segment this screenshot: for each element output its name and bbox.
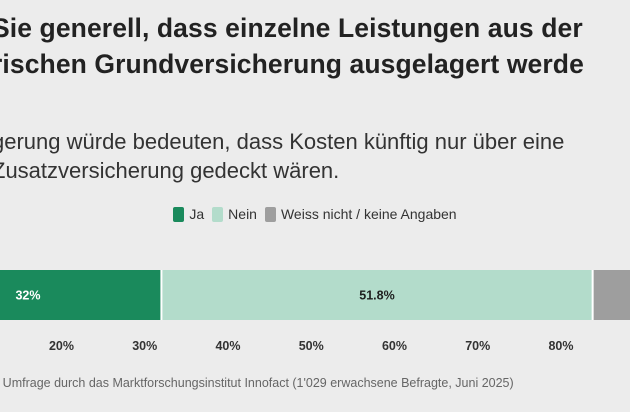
data-label-1: 32%: [15, 289, 40, 303]
x-tick-label-7: 80%: [548, 339, 573, 353]
data-label-2: 51.8%: [359, 289, 394, 303]
subtitle-line-1: gerung würde bedeuten, dass Kosten künft…: [0, 129, 565, 154]
legend: Ja Nein Weiss nicht / keine Angaben: [0, 206, 630, 222]
legend-swatch-weiss-nicht: [264, 206, 276, 222]
bar-segment-3[interactable]: [592, 270, 630, 320]
x-tick-label-4: 50%: [299, 339, 324, 353]
x-tick-label-2: 30%: [132, 339, 157, 353]
legend-item-weiss-nicht[interactable]: Weiss nicht / keine Angaben: [264, 206, 457, 222]
legend-label-ja: Ja: [189, 206, 205, 222]
legend-swatch-ja: [173, 206, 185, 222]
bar-segment-1[interactable]: [0, 270, 162, 320]
x-tick-label-5: 60%: [382, 339, 407, 353]
chart-title: Sie generell, dass einzelne Leistungen a…: [0, 10, 630, 82]
source-note: ve Umfrage durch das Marktforschungsinst…: [0, 376, 514, 390]
legend-swatch-nein: [212, 206, 224, 222]
legend-label-weiss-nicht: Weiss nicht / keine Angaben: [280, 206, 457, 222]
title-line-2: rischen Grundversicherung ausgelagert we…: [0, 49, 584, 79]
x-tick-label-3: 40%: [215, 339, 240, 353]
legend-item-nein[interactable]: Nein: [212, 206, 257, 222]
subtitle-line-2: Zusatzversicherung gedeckt wären.: [0, 158, 340, 183]
bar-segment-2[interactable]: [161, 270, 593, 320]
legend-label-nein: Nein: [228, 206, 257, 222]
chart-subtitle: gerung würde bedeuten, dass Kosten künft…: [0, 127, 630, 185]
x-tick-label-6: 70%: [465, 339, 490, 353]
stacked-bar-chart: 32% 51.8% 20% 30% 40% 50% 60% 70% 80%: [0, 270, 630, 353]
legend-item-ja[interactable]: Ja: [173, 206, 204, 222]
x-tick-label-1: 20%: [49, 339, 74, 353]
title-line-1: Sie generell, dass einzelne Leistungen a…: [0, 13, 583, 43]
